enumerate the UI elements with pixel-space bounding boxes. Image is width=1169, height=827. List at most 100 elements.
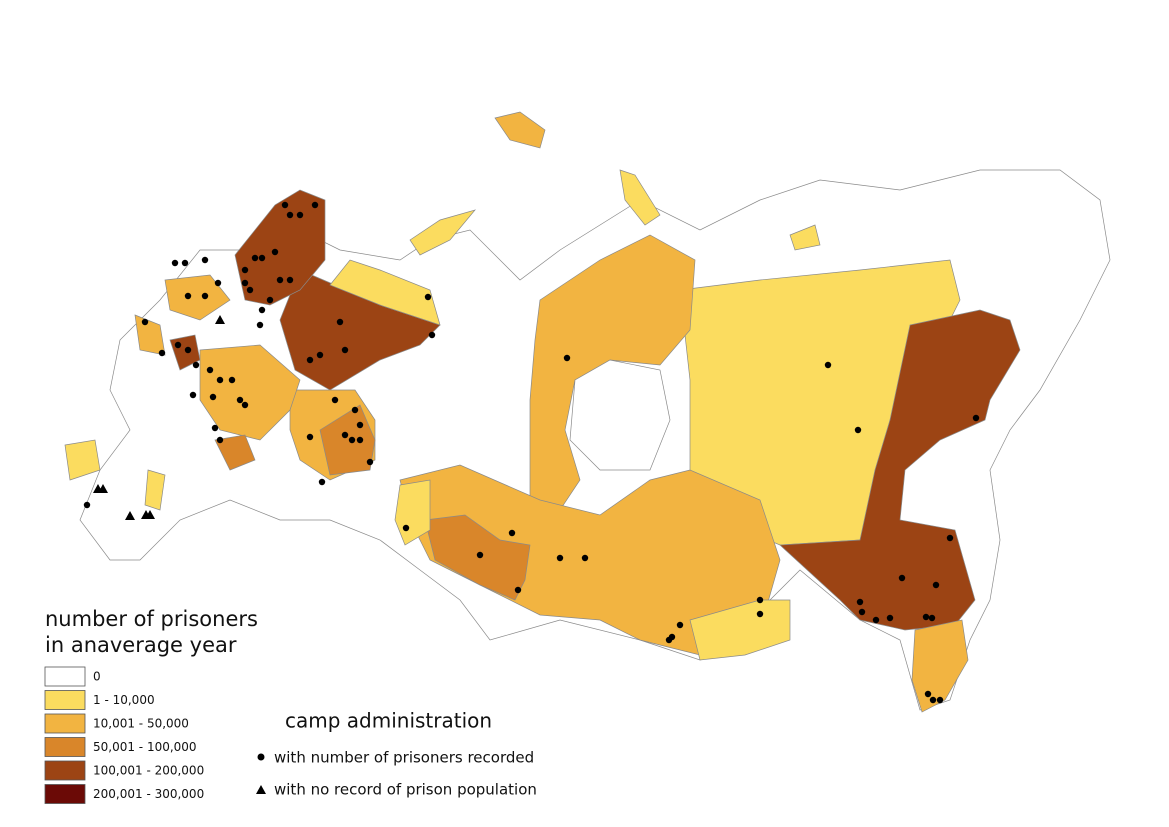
camp-dot [936,696,944,704]
camp-dot [872,616,880,624]
region [134,314,166,356]
camp-dot [171,259,179,267]
camp-dot [756,596,764,604]
camp-dot [281,201,289,209]
camp-dot [476,551,484,559]
camp-dot [189,391,197,399]
camp-dot [236,396,244,404]
region [144,469,166,511]
camp-dot [184,292,192,300]
region [329,259,441,326]
legend: number of prisoners in anaverage year 0 1… [44,607,258,804]
legend-label: 50,001 - 100,000 [93,740,197,754]
camp-dot [581,554,589,562]
legend-label: 10,001 - 50,000 [93,717,189,731]
camp-dot [854,426,862,434]
camp-dot [665,636,673,644]
camp-triangle [145,510,155,519]
regions [64,111,1111,713]
camp-dot [256,321,264,329]
legend-swatch [44,737,86,757]
camp-dot [556,554,564,562]
camp-dot [258,306,266,314]
region [199,344,301,441]
region [779,309,1021,631]
camp-dot [924,690,932,698]
camp-dot [184,346,192,354]
camp-dot [211,424,219,432]
camp-dot [563,354,571,362]
camp-dot [886,614,894,622]
region [164,274,231,321]
camp-dot [756,610,764,618]
legend-label: 1 - 10,000 [93,693,155,707]
legend-swatch [44,666,86,687]
camp-dot [174,341,182,349]
region [424,514,531,601]
camp-dot [209,393,217,401]
camp-dot [348,436,356,444]
camp-dot [201,256,209,264]
legend-label: 0 [93,670,101,684]
camp-dot [216,436,224,444]
camp-dot [316,351,324,359]
camp-legend: camp administration with number of priso… [256,709,537,799]
camp-dot [898,574,906,582]
camp-dot [266,296,274,304]
camp-dot [251,254,259,262]
camp-triangle [98,484,108,493]
camp-dot [216,376,224,384]
region [64,439,101,481]
camp-dot [311,201,319,209]
legend-swatch [44,784,86,804]
region [569,359,671,471]
camp-dot [276,276,284,284]
camp-dot [341,346,349,354]
camp-dot [241,401,249,409]
camp-triangle [125,511,135,520]
camp-dot [858,608,866,616]
region [214,434,256,471]
camp-dot [824,361,832,369]
legend-label: 200,001 - 300,000 [93,787,204,801]
camp-dot [922,613,930,621]
camp-dot [241,266,249,274]
camp-dot [83,501,91,509]
camp-dot [366,458,374,466]
region [911,619,969,713]
camp-dot [972,414,980,422]
camp-dot [201,292,209,300]
region [619,169,661,226]
camp-dot [428,331,436,339]
camp-dot [336,318,344,326]
camp-dot [318,478,326,486]
camp-legend-title: camp administration [285,709,492,733]
camp-dot [928,614,936,622]
camp-dot [271,248,279,256]
camp-dot [246,286,254,294]
camp-dot [286,211,294,219]
camp-dot [351,406,359,414]
camp-dot [856,598,864,606]
legend-label: 100,001 - 200,000 [93,764,204,778]
camp-legend-item: with no record of prison population [274,781,537,799]
camp-dot [946,534,954,542]
camp-triangle [215,315,225,324]
triangle-symbol [256,785,266,794]
camp-dot [356,421,364,429]
camp-dot [306,356,314,364]
camp-dot [514,586,522,594]
camp-dot [296,211,304,219]
camp-dot [424,293,432,301]
camp-markers [83,201,980,704]
legend-title: number of prisoners [45,607,258,631]
camp-dot [192,361,200,369]
legend-swatch [44,760,86,781]
camp-dot [228,376,236,384]
camp-dot [214,279,222,287]
region [494,111,546,149]
camp-dot [181,259,189,267]
camp-dot [158,349,166,357]
camp-dot [206,366,214,374]
